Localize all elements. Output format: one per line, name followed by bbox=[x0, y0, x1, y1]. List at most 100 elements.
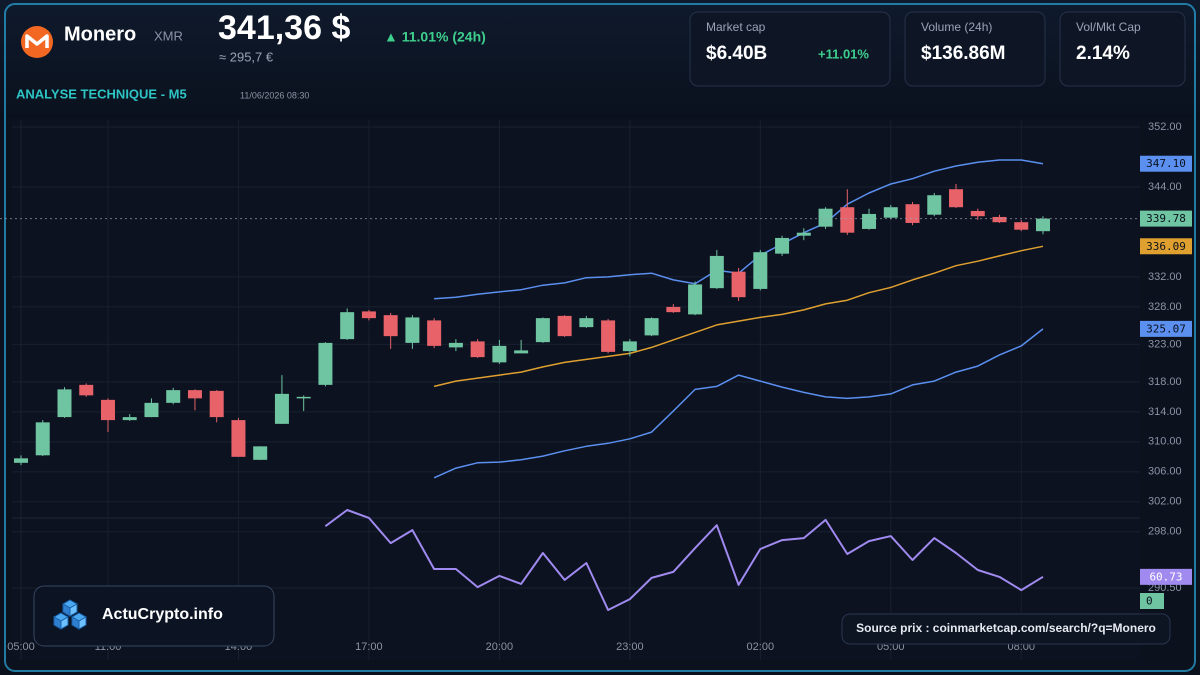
candle-body bbox=[862, 213, 877, 229]
candle-body bbox=[100, 399, 115, 421]
candle-body bbox=[383, 315, 398, 337]
candle-body bbox=[187, 390, 202, 399]
badge-bg bbox=[1140, 568, 1192, 585]
candle-body bbox=[557, 315, 572, 337]
candle-body bbox=[731, 271, 746, 298]
candle-body bbox=[470, 341, 485, 358]
badge: 347.10 bbox=[1146, 157, 1186, 170]
badge: 339.78 bbox=[1146, 212, 1186, 225]
candle-body bbox=[274, 393, 289, 424]
y-tick-label: 290.50 bbox=[1148, 582, 1182, 594]
candle-body bbox=[514, 350, 529, 354]
candle-body bbox=[448, 342, 463, 348]
candle-body bbox=[318, 342, 333, 385]
chart: 352.00 344.00 332.00 328.00 323.00 318.00 314.… bbox=[0, 120, 1192, 660]
candle-body bbox=[753, 252, 768, 289]
candle-body bbox=[775, 237, 790, 254]
stat-card bbox=[689, 11, 891, 87]
badge-bg bbox=[1140, 155, 1192, 172]
x-tick-label: 20:00 bbox=[486, 641, 514, 653]
candle-body bbox=[492, 345, 507, 363]
header: Monero XMR 341,36 $ ▲ 11.01% (24h) ≈ 295… bbox=[16, 9, 486, 101]
section-title: ANALYSE TECHNIQUE - M5 bbox=[16, 86, 187, 101]
candle-body bbox=[905, 204, 920, 223]
price: 341,36 $ bbox=[218, 9, 350, 47]
badge-bg bbox=[1140, 320, 1192, 337]
coin-name: Monero bbox=[64, 23, 136, 45]
y-tick-label: 298.00 bbox=[1148, 526, 1182, 538]
candle-body bbox=[296, 396, 311, 399]
candle-body bbox=[253, 446, 268, 460]
y-tick-label: 344.00 bbox=[1148, 181, 1182, 193]
stat-label: Vol/Mkt Cap bbox=[1076, 20, 1141, 34]
candle-body bbox=[688, 284, 703, 315]
candle-body bbox=[166, 390, 181, 403]
brand: ActuCrypto.info bbox=[33, 585, 275, 647]
price-eur: ≈ 295,7 € bbox=[219, 49, 274, 64]
candle-body bbox=[970, 210, 985, 217]
brand-name: ActuCrypto.info bbox=[102, 606, 223, 623]
coin-logo-mark bbox=[25, 34, 49, 48]
coin-symbol: XMR bbox=[154, 28, 183, 43]
y-tick-label: 318.00 bbox=[1148, 376, 1182, 388]
candle-body bbox=[796, 232, 811, 236]
candle-body bbox=[579, 318, 594, 328]
candle-body bbox=[405, 317, 420, 343]
candle-body bbox=[1036, 218, 1050, 232]
candle-body bbox=[14, 458, 28, 463]
brand-icon bbox=[52, 599, 88, 630]
candle-body bbox=[840, 207, 855, 233]
candle-body bbox=[709, 255, 724, 289]
badge: 336.09 bbox=[1146, 240, 1186, 253]
stat-value: 2.14% bbox=[1076, 43, 1130, 64]
brand-box bbox=[33, 585, 275, 647]
source: Source prix : coinmarketcap.com/search/?… bbox=[856, 621, 1156, 635]
plot-area bbox=[12, 120, 1140, 660]
y-tick-label: 314.00 bbox=[1148, 406, 1182, 418]
stat-card bbox=[904, 11, 1046, 87]
candle-body bbox=[949, 189, 964, 208]
candle-body bbox=[622, 341, 637, 352]
x-tick-label: 05:00 bbox=[7, 641, 35, 653]
indicator-line bbox=[433, 328, 1044, 479]
badge-bg bbox=[1140, 238, 1192, 255]
timestamp: 11/06/2026 08:30 bbox=[240, 90, 309, 100]
stat-value: $6.40B bbox=[706, 43, 767, 64]
candle-body bbox=[666, 306, 681, 313]
candle-body bbox=[535, 318, 550, 343]
y-tick-label: 352.00 bbox=[1148, 121, 1182, 133]
x-tick-label: 23:00 bbox=[616, 641, 644, 653]
frame bbox=[4, 3, 1196, 672]
stat-label: Volume (24h) bbox=[921, 20, 992, 34]
candle-body bbox=[361, 311, 376, 319]
candle-body bbox=[644, 318, 659, 336]
rsi-line bbox=[324, 509, 1044, 611]
source-box bbox=[841, 613, 1171, 645]
badge-bg bbox=[1140, 593, 1164, 609]
x-tick-label: 02:00 bbox=[747, 641, 775, 653]
candle-body bbox=[883, 207, 898, 218]
y-tick-label: 302.00 bbox=[1148, 496, 1182, 508]
candle-body bbox=[57, 389, 72, 418]
candle-body bbox=[144, 402, 159, 418]
candle-body bbox=[818, 208, 833, 227]
badge: 60.73 bbox=[1149, 570, 1182, 583]
indicator-line bbox=[433, 245, 1044, 388]
candle-body bbox=[601, 320, 616, 352]
candle-body bbox=[231, 420, 246, 457]
badge: 325.07 bbox=[1146, 322, 1186, 335]
x-tick-label: 17:00 bbox=[355, 641, 383, 653]
candle-body bbox=[79, 384, 94, 396]
y-tick-label: 323.00 bbox=[1148, 338, 1182, 350]
y-tick-label: 328.00 bbox=[1148, 301, 1182, 313]
candle-body bbox=[340, 312, 355, 340]
badge-bg bbox=[1140, 210, 1192, 227]
stats: Market cap $6.40B +11.01% Volume (24h) $… bbox=[689, 11, 1186, 87]
stat-change: +11.01% bbox=[818, 46, 869, 61]
candle-body bbox=[927, 195, 942, 215]
candle-body bbox=[35, 422, 50, 456]
price-change: ▲ 11.01% (24h) bbox=[384, 29, 486, 45]
stat-value: $136.86M bbox=[921, 43, 1006, 64]
candle-body bbox=[992, 216, 1007, 223]
